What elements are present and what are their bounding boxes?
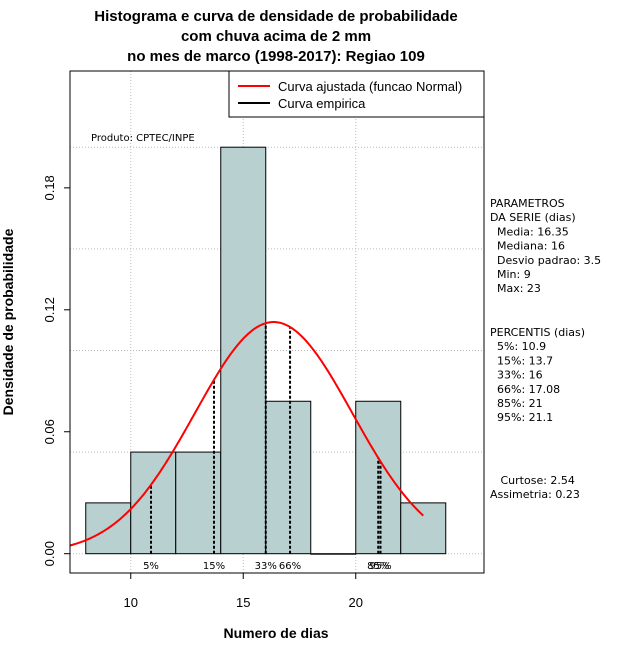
percentile-line-text: 15%: 13.7: [490, 354, 553, 367]
histogram-bar: [220, 146, 267, 555]
percentile-label: 66%: [279, 561, 301, 572]
parameter-line: Desvio padrao: 3.5: [490, 254, 601, 267]
credit-text: Produto: CPTEC/INPE: [91, 133, 195, 144]
histogram-bar: [310, 553, 357, 555]
axes: 10 15 20 0.00 0.06 0.12 0.18: [42, 175, 363, 610]
percentile-line-text: PERCENTIS (dias): [490, 326, 585, 339]
y-tick-label: 0.18: [42, 175, 57, 200]
legend-box: [228, 70, 485, 118]
chart-title-line-3: no mes de marco (1998-2017): Regiao 109: [127, 48, 425, 65]
x-axis-label: Numero de dias: [223, 625, 328, 641]
parameter-line: DA SERIE (dias): [490, 211, 576, 224]
percentile-line-text: 5%: 10.9: [490, 340, 546, 353]
percentile-line-text: 95%: 21.1: [490, 411, 553, 424]
x-tick-label: 20: [349, 595, 363, 610]
x-tick-label: 15: [236, 595, 250, 610]
percentile-label: 85%: [367, 561, 389, 572]
histogram-bar: [265, 400, 312, 555]
x-tick-label: 10: [124, 595, 138, 610]
percentile-lines: 5% 15% 33% 66% 85%95%: [143, 323, 392, 572]
parameter-line: Media: 16.35: [490, 225, 569, 238]
percentile-line-text: 66%: 17.08: [490, 383, 560, 396]
y-tick-label: 0.06: [42, 419, 57, 444]
chart-title-line-1: Histograma e curva de densidade de proba…: [94, 8, 457, 25]
y-tick-label: 0.12: [42, 297, 57, 322]
stat-line: Curtose: 2.54: [490, 474, 575, 487]
legend-label-fitted: Curva ajustada (funcao Normal): [278, 79, 462, 94]
y-tick-label: 0.00: [42, 541, 57, 566]
percentile-label: 33%: [255, 561, 277, 572]
histogram-bars: [85, 146, 447, 555]
parameter-line: Min: 9: [490, 268, 531, 281]
chart-title-line-2: com chuva acima de 2 mm: [181, 28, 371, 45]
y-axis-label: Densidade de probabilidade: [0, 228, 16, 415]
normal-curve: [69, 321, 424, 547]
parameter-line: Mediana: 16: [490, 240, 565, 253]
parameter-line: PARAMETROS: [490, 197, 565, 210]
legend-label-empirical: Curva empirica: [278, 96, 366, 111]
percentile-label: 15%: [203, 561, 225, 572]
percentile-label: 95%: [369, 561, 391, 572]
legend: Curva ajustada (funcao Normal) Curva emp…: [228, 70, 485, 118]
normal-curve-layer: [69, 321, 424, 547]
percentile-label: 5%: [143, 561, 159, 572]
percentiles-panel: PERCENTIS (dias) 5%: 10.9 15%: 13.7 33%:…: [490, 326, 585, 424]
stat-line: Assimetria: 0.23: [490, 488, 580, 501]
parameter-line: Max: 23: [490, 282, 541, 295]
percentile-line-text: 85%: 21: [490, 397, 543, 410]
histogram-bar: [400, 502, 447, 555]
histogram-bar: [130, 451, 177, 555]
percentile-line-text: 33%: 16: [490, 369, 543, 382]
